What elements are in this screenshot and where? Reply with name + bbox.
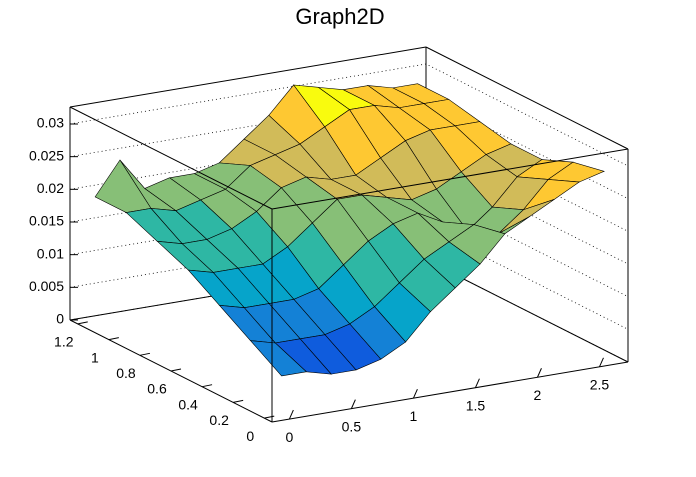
y-tick-label: 0.2	[209, 412, 229, 428]
tick-mark	[288, 409, 294, 420]
x-tick-label: 0	[285, 429, 293, 445]
y-tick-label: 1	[91, 349, 99, 365]
box-edge	[271, 361, 629, 423]
z-tick-label: 0.005	[29, 278, 64, 294]
z-tick-label: 0	[56, 311, 64, 327]
tick-mark	[77, 321, 88, 325]
y-tick-label: 0.6	[147, 381, 167, 397]
x-tick-label: 2	[534, 387, 542, 403]
tick-mark	[170, 368, 182, 372]
z-tick-label: 0.03	[37, 115, 64, 131]
surface-cell	[249, 340, 308, 377]
y-tick-label: 1.2	[54, 334, 74, 350]
grid-line	[69, 63, 629, 167]
tick-mark	[599, 357, 604, 368]
tick-mark	[108, 337, 119, 341]
z-tick-label: 0.02	[37, 180, 64, 196]
tick-mark	[412, 388, 418, 399]
box-edge	[69, 106, 273, 210]
tick-mark	[536, 368, 542, 378]
y-tick-label: 0.8	[116, 365, 136, 381]
tick-mark	[139, 352, 151, 356]
box-edge	[69, 46, 427, 108]
x-tick-label: 0.5	[342, 418, 362, 434]
x-tick-label: 2.5	[590, 377, 610, 393]
box-edge	[271, 148, 629, 210]
z-tick-label: 0.025	[29, 147, 64, 163]
grid-line	[69, 259, 629, 363]
tick-mark	[264, 415, 275, 419]
tick-mark	[474, 378, 480, 388]
x-tick-label: 1.5	[466, 397, 486, 413]
tick-mark	[201, 384, 213, 388]
chart-title: Graph2D	[295, 4, 384, 29]
x-tick-label: 1	[410, 408, 418, 424]
y-tick-label: 0.4	[178, 396, 198, 412]
box-edge	[425, 46, 629, 150]
z-tick-label: 0.01	[37, 245, 64, 261]
y-tick-label: 0	[246, 428, 254, 444]
tick-mark	[350, 399, 356, 409]
grid-line	[69, 128, 629, 232]
tick-mark	[233, 399, 244, 403]
grid-line	[69, 96, 629, 200]
z-tick-label: 0.015	[29, 213, 64, 229]
